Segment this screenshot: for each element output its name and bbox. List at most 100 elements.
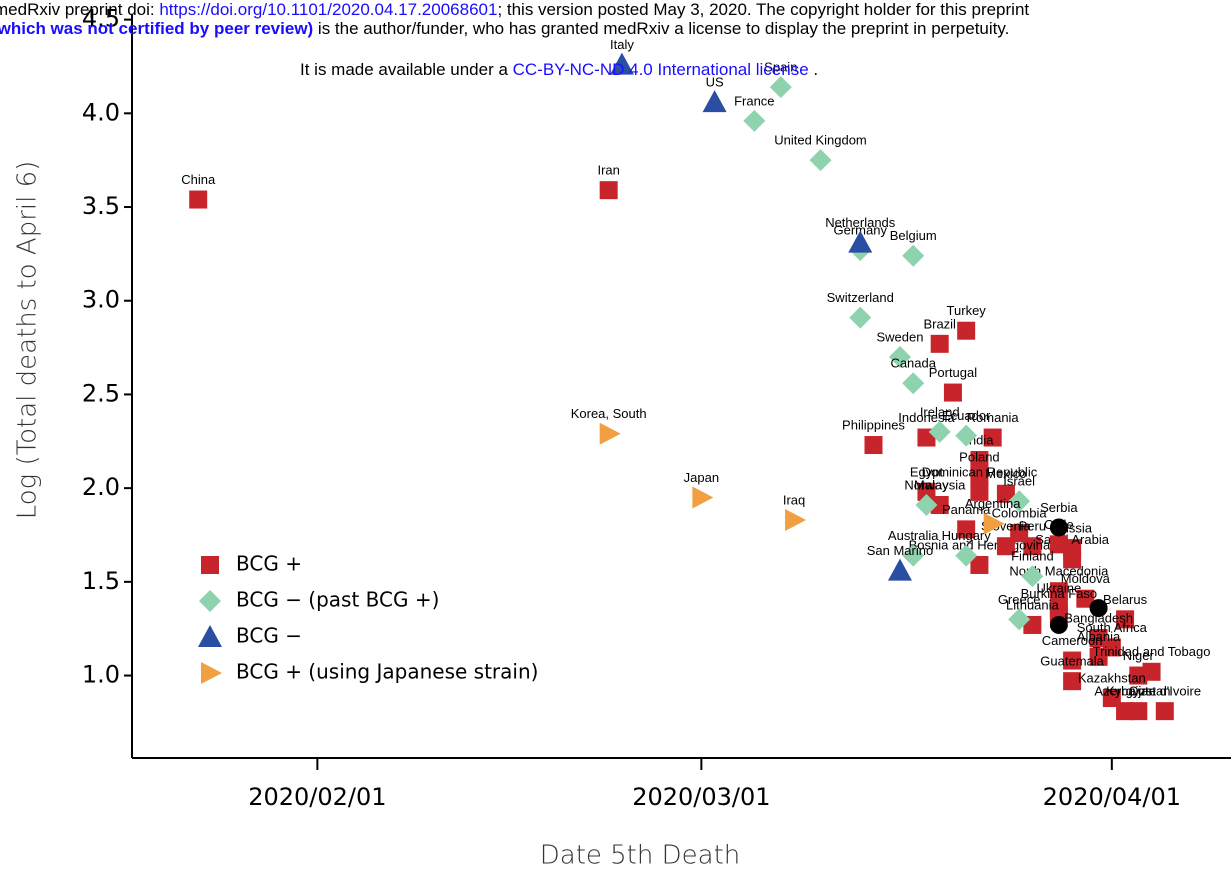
point-label: Norway [904, 477, 949, 492]
point-label: Japan [684, 470, 719, 485]
header-line: (which was not certified by peer review)… [0, 19, 1009, 39]
point-label: Belgium [890, 228, 937, 243]
point [1076, 589, 1095, 608]
point-label: Iraq [783, 492, 805, 507]
point-label: Turkey [947, 303, 987, 318]
point [1049, 518, 1068, 537]
x-tick-label: 2020/03/01 [632, 783, 770, 811]
point [915, 494, 938, 517]
point-label: Australia [888, 528, 939, 543]
point-label: Netherlands [825, 215, 896, 230]
legend-label: BCG + (using Japanese strain) [236, 660, 538, 684]
point [785, 508, 807, 531]
header-text: ; this version posted May 3, 2020. The c… [497, 0, 1030, 19]
point [702, 90, 727, 113]
point [1116, 610, 1135, 629]
point [957, 321, 976, 340]
point-label: China [181, 172, 216, 187]
point-label: Colombia [992, 506, 1048, 521]
point [1129, 666, 1148, 685]
point-label: Egypt [910, 464, 944, 479]
point [970, 555, 989, 574]
legend-marker [199, 590, 221, 612]
y-tick-label: 2.0 [82, 473, 120, 501]
point-label: Guatemala [1040, 654, 1104, 669]
header-line: medRxiv preprint doi: https://doi.org/10… [0, 0, 1029, 20]
point-label: United Kingdom [774, 133, 867, 148]
point [743, 109, 766, 132]
point [1049, 535, 1068, 554]
point [943, 383, 962, 402]
point [1155, 702, 1174, 721]
point-label: Sweden [876, 329, 923, 344]
point-label: Korea, South [571, 406, 647, 421]
legend-label: BCG + [236, 552, 302, 576]
x-axis-title: Date 5th Death [540, 841, 741, 871]
legend-marker [201, 556, 219, 574]
point-label: Moldova [1061, 571, 1111, 586]
point [692, 486, 714, 509]
point [1063, 550, 1082, 569]
point-label: Ireland [920, 404, 960, 419]
point [849, 306, 872, 329]
license-link[interactable]: CC-BY-NC-ND 4.0 International license [512, 60, 809, 79]
point-label: Italy [610, 37, 634, 52]
header-bold: (which was not certified by peer review) [0, 19, 314, 38]
point-label: San Marino [867, 543, 933, 558]
point [902, 544, 925, 567]
point-label: Belarus [1103, 592, 1148, 607]
legend-label: BCG − (past BCG +) [236, 588, 439, 612]
point-label: Peru [1019, 519, 1046, 534]
point [955, 424, 978, 447]
point-label: Trinidad and Tobago [1093, 644, 1211, 659]
point [609, 52, 634, 75]
header-line: It is made available under a CC-BY-NC-ND… [300, 60, 818, 80]
doi-link[interactable]: https://doi.org/10.1101/2020.04.17.20068… [159, 0, 498, 19]
point-label: Mexico [985, 466, 1026, 481]
point [888, 345, 911, 368]
point-label: Bangladesh [1064, 610, 1133, 625]
header-text: . [808, 60, 819, 79]
point-label: Burkina Faso [1021, 586, 1098, 601]
header-text: is the author/funder, who has granted me… [313, 19, 1010, 38]
point [930, 496, 949, 515]
y-tick-label: 2.5 [82, 379, 120, 407]
point-label: Greece [998, 592, 1041, 607]
legend-label: BCG − [236, 624, 302, 648]
legend-marker [201, 662, 222, 684]
point-label: US [706, 75, 724, 90]
point [983, 512, 1005, 535]
point-label: Hungary [942, 528, 992, 543]
point [970, 467, 989, 486]
point [1063, 651, 1082, 670]
point-label: France [734, 93, 774, 108]
point-label: Azerbaijan [1094, 684, 1155, 699]
point [1089, 647, 1108, 666]
point-label: Brazil [923, 316, 956, 331]
point [189, 190, 208, 209]
point [1008, 490, 1031, 513]
point-label: Philippines [842, 417, 905, 432]
y-tick-label: 1.0 [82, 661, 120, 689]
point-label: Finland [1011, 549, 1054, 564]
point-label: Serbia [1040, 500, 1078, 515]
y-tick-label: 4.5 [82, 5, 120, 33]
point-label: Malaysia [914, 477, 966, 492]
header-text: medRxiv preprint doi: [0, 0, 160, 19]
point-label: Dominican Republic [922, 464, 1038, 479]
point-label: Albania [1077, 629, 1121, 644]
x-tick-label: 2020/02/01 [248, 783, 386, 811]
point-label: Kazakhstan [1078, 670, 1146, 685]
point-label: Canada [890, 356, 936, 371]
point-label: Kyrgyzstan [1106, 684, 1170, 699]
header-text: It is made available under a [300, 60, 513, 79]
y-axis-title: Log (Total deaths to April 6) [13, 161, 43, 520]
point-label: Switzerland [827, 290, 894, 305]
point-label: South Africa [1077, 620, 1148, 635]
point [996, 537, 1015, 556]
point [1063, 672, 1082, 691]
y-tick-label: 3.0 [82, 286, 120, 314]
point [930, 334, 949, 353]
point [769, 76, 792, 99]
